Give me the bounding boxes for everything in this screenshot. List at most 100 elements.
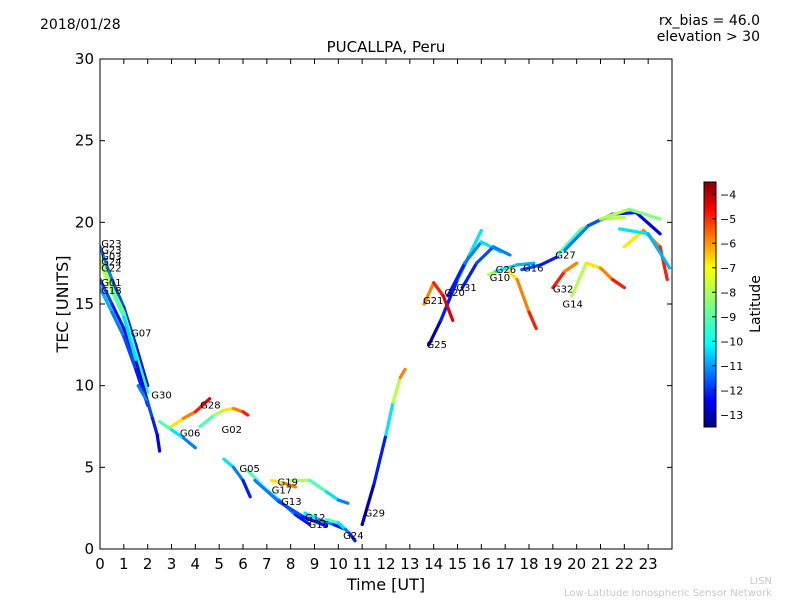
series-G13 <box>253 478 329 528</box>
series-segment <box>157 420 174 432</box>
series-segment <box>527 310 538 331</box>
series-segment <box>474 245 495 265</box>
series-segment <box>463 240 483 265</box>
elevation-label: elevation > 30 <box>656 29 760 45</box>
satellite-label: G21 <box>423 296 443 307</box>
x-tick-label: 14 <box>424 555 443 573</box>
series-segment <box>200 397 212 407</box>
series-segment <box>598 207 631 221</box>
series-segment <box>427 318 443 347</box>
series-segment <box>317 517 336 527</box>
series-segment <box>110 302 126 331</box>
satellite-label: G24 <box>101 257 121 268</box>
series-segment <box>467 228 483 257</box>
series-segment <box>122 315 138 362</box>
satellite-label: G23 <box>101 245 121 256</box>
series-segment <box>372 433 388 486</box>
date-label: 2018/01/28 <box>40 17 121 33</box>
satellite-label: G22 <box>101 263 121 274</box>
series-segment <box>494 263 519 273</box>
series-segment <box>222 406 236 412</box>
series-segment <box>441 294 455 322</box>
x-tick-label: 22 <box>615 555 634 573</box>
series-segment <box>231 406 245 414</box>
series-segment <box>520 263 543 272</box>
y-tick-label: 10 <box>75 377 94 395</box>
series-segment <box>277 500 305 518</box>
credit-long: Low-Latitude Ionospheric Sensor Network <box>564 588 772 599</box>
series-segment <box>222 457 236 469</box>
series-G05 <box>222 457 252 499</box>
series-segment <box>146 400 155 420</box>
colorbar-tick-label: −12 <box>720 384 743 397</box>
satellite-label: G12 <box>305 513 325 524</box>
colorbar-tick-label: −8 <box>720 286 736 299</box>
colorbar-tick-label: −7 <box>720 262 736 275</box>
satellite-label: G18 <box>101 286 121 297</box>
series-segment <box>270 478 288 486</box>
series-segment <box>284 482 298 489</box>
series-segment <box>122 335 138 371</box>
colorbar-ticks: −4 −5 −6 −7 −8 −9 −10 −11 −12 −13 <box>712 188 743 422</box>
series-segment <box>563 224 591 252</box>
series-segment <box>308 478 329 494</box>
rx-bias-label: rx_bias = 46.0 <box>658 13 760 29</box>
series-segment <box>303 511 321 522</box>
series-segment <box>110 289 126 319</box>
series-G21 <box>422 281 455 322</box>
series-segment <box>563 261 579 273</box>
series-segment <box>539 255 560 267</box>
x-tick-label: 6 <box>238 555 248 573</box>
series-segment <box>515 277 531 314</box>
satellite-label: G02 <box>222 425 242 436</box>
x-tick-label: 16 <box>472 555 491 573</box>
series-G18 <box>100 286 150 407</box>
series-segment <box>293 513 312 527</box>
x-tick-label: 7 <box>262 555 272 573</box>
series-segment <box>181 410 197 420</box>
satellite-label: G24 <box>343 531 363 542</box>
x-tick-label: 12 <box>376 555 395 573</box>
series-segment <box>398 367 407 380</box>
series-segment <box>150 416 159 437</box>
x-tick-label: 17 <box>496 555 515 573</box>
series-segment <box>491 245 512 257</box>
x-axis-label: Time [UT] <box>346 575 425 594</box>
satellite-label: G06 <box>180 428 200 439</box>
series-G16 <box>520 255 560 272</box>
series-segment <box>169 416 186 429</box>
series-layer <box>100 207 672 543</box>
series-G24 <box>324 517 357 543</box>
series-segment <box>503 266 519 282</box>
series-segment <box>324 490 340 502</box>
series-segment <box>551 269 567 290</box>
satellite-label: G29 <box>365 508 385 519</box>
y-tick-label: 20 <box>75 213 94 231</box>
y-tick-label: 0 <box>84 540 94 558</box>
satellite-label: G03 <box>101 252 121 263</box>
colorbar-tick-label: −4 <box>720 188 736 201</box>
satellite-label: G28 <box>200 401 220 412</box>
series-segment <box>391 375 402 404</box>
series-segment <box>155 433 162 453</box>
series-G-east4 <box>617 227 672 270</box>
series-segment <box>460 261 479 290</box>
satellite-label: G30 <box>151 391 171 402</box>
colorbar-tick-label: −9 <box>720 311 736 324</box>
series-G14 <box>570 261 626 298</box>
satellite-label: G26 <box>496 265 516 276</box>
tick-layer: 0 1 2 3 4 5 6 7 8 9 10 11 12 13 14 15 16 17 18 19 20 21 22 2305… <box>75 50 672 573</box>
y-axis-label: TEC [UNITS] <box>53 256 72 354</box>
series-segment <box>336 521 348 532</box>
series-G19 <box>270 478 298 489</box>
plot-frame <box>99 58 673 550</box>
y-tick-label: 15 <box>75 295 94 313</box>
satellite-label: G13 <box>281 497 301 508</box>
x-tick-label: 1 <box>119 555 129 573</box>
series-segment <box>384 400 395 437</box>
series-segment <box>617 227 650 236</box>
x-tick-label: 15 <box>448 555 467 573</box>
series-segment <box>555 227 584 257</box>
colorbar-tick-label: −11 <box>720 360 743 373</box>
satellite-label: G16 <box>523 263 543 274</box>
